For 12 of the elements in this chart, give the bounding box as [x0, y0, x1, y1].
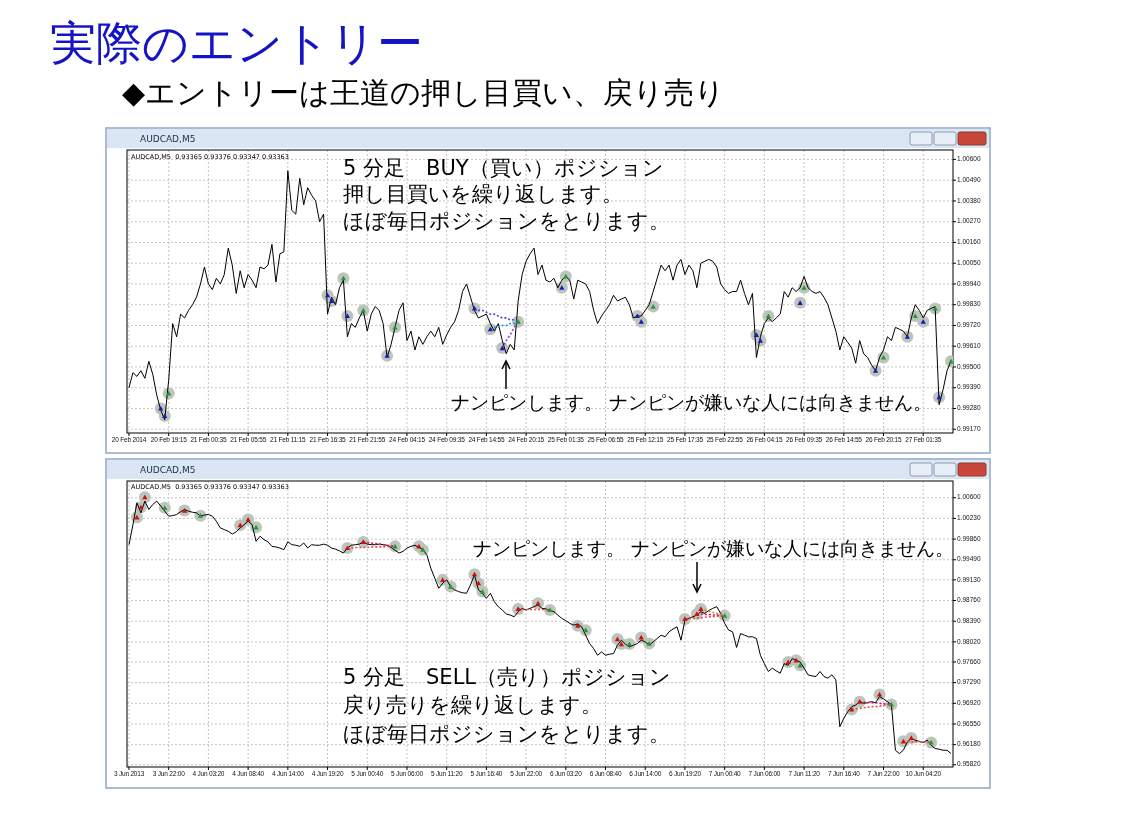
text: AUDCAD,M5: [140, 134, 196, 144]
chart-title: 実際のエントリー: [50, 16, 423, 70]
annotation: ほぼ毎日ポジションをとります。: [343, 722, 670, 746]
text: AUDCAD,M5: [140, 465, 196, 475]
annotation: 戻り売りを繰り返します。: [343, 693, 602, 717]
chart-subtitle: ◆エントリーは王道の押し目買い、戻り売り: [122, 75, 726, 110]
annotation: ナンピンします。 ナンピンが嫌いな人には向きません。: [473, 538, 954, 559]
annotation: 5 分足 BUY（買い）ポジション: [343, 156, 664, 180]
annotation: ナンピンします。 ナンピンが嫌いな人には向きません。: [451, 392, 932, 413]
annotation: ほぼ毎日ポジションをとります。: [343, 209, 670, 233]
annotation: 押し目買いを繰り返します。: [343, 182, 623, 206]
annotation: 5 分足 SELL（売り）ポジション: [343, 665, 672, 689]
